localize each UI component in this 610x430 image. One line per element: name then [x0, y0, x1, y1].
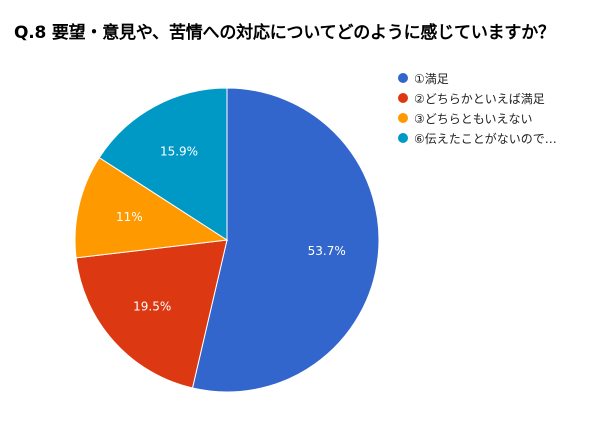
slice-label-2: 19.5% [133, 299, 171, 313]
legend-label: ③どちらともいえない [414, 111, 533, 126]
pie-slices [74, 87, 380, 393]
legend: ①満足 ②どちらかといえば満足 ③どちらともいえない ⑥伝えたことがないので… [398, 68, 603, 148]
legend-item-2[interactable]: ②どちらかといえば満足 [398, 88, 603, 108]
legend-swatch-icon [398, 133, 408, 143]
pie-labels: 53.7% 19.5% 11% 15.9% [116, 144, 346, 313]
legend-label: ⑥伝えたことがないので… [414, 131, 557, 146]
chart-title: Q.8 要望・意見や、苦情への対応についてどのように感じていますか？ [14, 23, 555, 43]
legend-swatch-icon [398, 93, 408, 103]
legend-swatch-icon [398, 73, 408, 83]
pie-slice-3 [74, 156, 229, 259]
pie-slice-2 [75, 239, 228, 389]
legend-item-3[interactable]: ③どちらともいえない [398, 108, 603, 128]
slice-label-4: 15.9% [160, 144, 198, 158]
slice-label-3: 11% [116, 210, 143, 224]
pie-slice-1 [191, 87, 380, 393]
pie-slice-4 [98, 87, 228, 241]
legend-item-4[interactable]: ⑥伝えたことがないので… [398, 128, 603, 148]
legend-label: ②どちらかといえば満足 [414, 91, 545, 106]
legend-swatch-icon [398, 113, 408, 123]
slice-label-1: 53.7% [308, 244, 346, 258]
legend-label: ①満足 [414, 71, 449, 86]
legend-item-1[interactable]: ①満足 [398, 68, 603, 88]
